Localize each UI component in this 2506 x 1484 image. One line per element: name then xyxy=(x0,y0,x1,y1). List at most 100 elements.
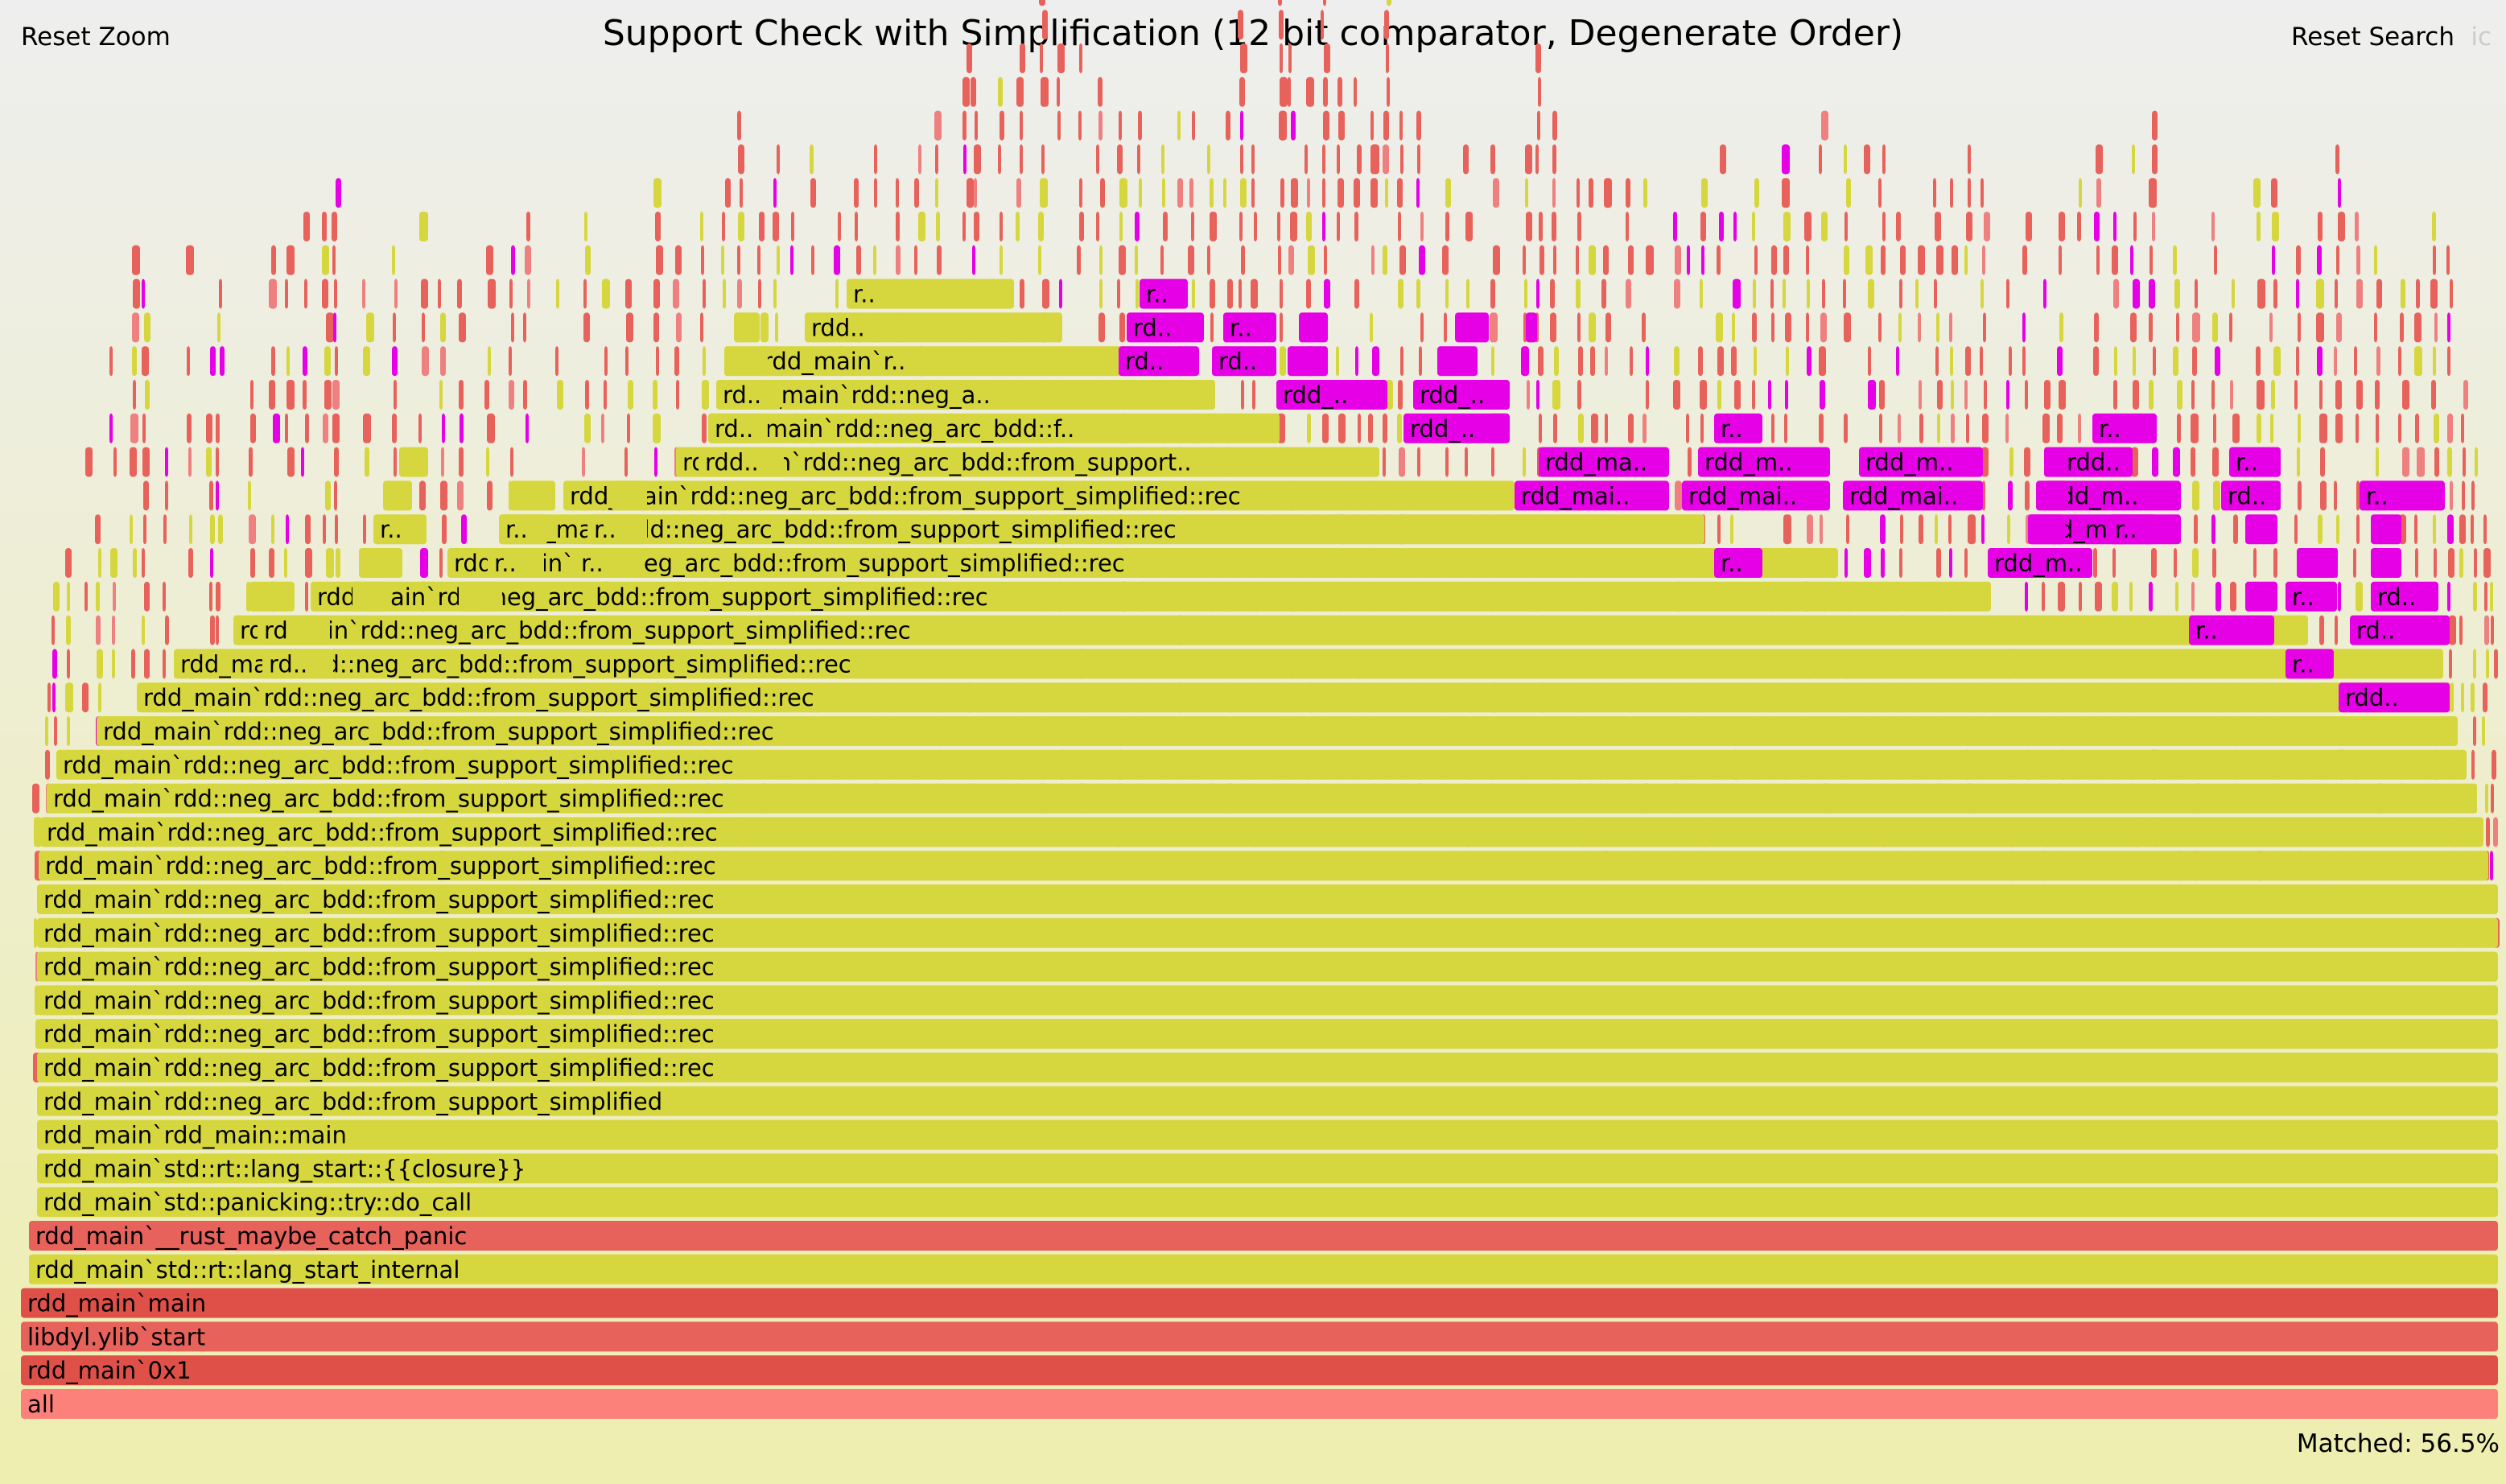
flame-frame-small[interactable] xyxy=(1674,346,1680,377)
flame-frame-small[interactable] xyxy=(2434,548,2437,578)
flame-frame-small[interactable] xyxy=(1844,144,1847,175)
flame-frame-small[interactable] xyxy=(1552,110,1557,141)
flame-frame[interactable] xyxy=(459,581,502,612)
flame-frame-small[interactable] xyxy=(2297,447,2300,477)
flame-frame-small[interactable] xyxy=(1016,212,1020,241)
flame-frame-small[interactable] xyxy=(2269,312,2273,343)
flame-frame[interactable] xyxy=(21,1288,2498,1318)
flame-frame-small[interactable] xyxy=(1807,278,1810,309)
flame-frame-small[interactable] xyxy=(1383,245,1387,275)
flame-frame-small[interactable] xyxy=(2272,212,2279,241)
flame-frame-small[interactable] xyxy=(1846,178,1851,208)
flame-frame-small[interactable] xyxy=(1192,278,1195,309)
flame-frame-small[interactable] xyxy=(1720,144,1726,175)
flame-frame-small[interactable] xyxy=(967,43,972,73)
flame-frame-small[interactable] xyxy=(2486,649,2489,679)
flame-frame-small[interactable] xyxy=(2294,514,2298,545)
flame-frame-small[interactable] xyxy=(2192,346,2197,377)
flame-frame-small[interactable] xyxy=(484,380,489,410)
flame-frame-small[interactable] xyxy=(186,245,194,275)
flame-frame-small[interactable] xyxy=(1968,178,1971,208)
flame-frame-small[interactable] xyxy=(322,278,328,309)
flame-frame-small[interactable] xyxy=(1786,346,1789,377)
flame-frame-small[interactable] xyxy=(1984,380,1987,410)
flame-frame-small[interactable] xyxy=(777,245,780,275)
flame-frame-small[interactable] xyxy=(2024,447,2030,477)
flame-frame-small[interactable] xyxy=(1161,144,1164,175)
flame-frame-small[interactable] xyxy=(2447,346,2450,377)
flame-frame-small[interactable] xyxy=(2096,245,2100,275)
flame-frame-small[interactable] xyxy=(2057,346,2063,377)
flame-frame-small[interactable] xyxy=(1783,212,1791,241)
flame-frame-small[interactable] xyxy=(363,346,370,377)
flame-frame[interactable] xyxy=(359,548,402,578)
flame-frame-small[interactable] xyxy=(144,581,150,612)
flame-frame-small[interactable] xyxy=(130,413,138,443)
flame-frame-small[interactable] xyxy=(1822,278,1825,309)
flame-frame-small[interactable] xyxy=(1589,178,1593,208)
flame-frame[interactable] xyxy=(40,817,2483,847)
flame-frame-small[interactable] xyxy=(2194,514,2198,545)
flame-frame-small[interactable] xyxy=(1937,380,1943,410)
flame-frame-small[interactable] xyxy=(1445,447,1449,477)
flame-frame-small[interactable] xyxy=(2079,581,2082,612)
flame-frame-small[interactable] xyxy=(1280,312,1283,343)
flame-frame-small[interactable] xyxy=(2483,514,2487,545)
flame-frame-small[interactable] xyxy=(914,245,917,275)
flame-frame-small[interactable] xyxy=(2114,346,2117,377)
flame-frame-small[interactable] xyxy=(790,245,793,275)
flame-frame-small[interactable] xyxy=(422,312,425,343)
flame-frame-small[interactable] xyxy=(1965,346,1971,377)
flame-frame-small[interactable] xyxy=(2483,682,2487,713)
flame-frame-small[interactable] xyxy=(67,649,70,679)
flame-frame-small[interactable] xyxy=(2044,380,2051,410)
flame-frame[interactable] xyxy=(1223,312,1276,343)
flame-frame-small[interactable] xyxy=(2447,514,2454,545)
flame-frame-small[interactable] xyxy=(1079,178,1082,208)
flame-frame-small[interactable] xyxy=(511,312,514,343)
flame-frame-small[interactable] xyxy=(269,380,275,410)
flame-frame-small[interactable] xyxy=(210,615,215,645)
flame-frame-small[interactable] xyxy=(187,413,192,443)
flame-frame-small[interactable] xyxy=(1163,212,1168,241)
flame-frame-small[interactable] xyxy=(509,278,513,309)
flame-frame-small[interactable] xyxy=(2093,548,2097,578)
flame-frame-small[interactable] xyxy=(701,245,704,275)
flame-frame[interactable] xyxy=(1859,447,1983,477)
flame-frame-small[interactable] xyxy=(1771,413,1774,443)
flame-frame-small[interactable] xyxy=(2230,581,2236,612)
reset-zoom-button[interactable]: Reset Zoom xyxy=(21,23,171,52)
flame-frame[interactable] xyxy=(1119,346,1199,377)
flame-frame-small[interactable] xyxy=(740,178,743,208)
flame-frame-small[interactable] xyxy=(1964,245,1968,275)
flame-frame-small[interactable] xyxy=(1251,178,1255,208)
flame-frame-small[interactable] xyxy=(2463,380,2468,410)
flame-frame-small[interactable] xyxy=(1752,312,1757,343)
flame-frame-small[interactable] xyxy=(2471,682,2475,713)
flame-frame-small[interactable] xyxy=(2319,380,2323,410)
flame-frame-small[interactable] xyxy=(98,682,101,713)
flame-frame-small[interactable] xyxy=(2318,212,2323,241)
flame-frame-small[interactable] xyxy=(209,581,212,612)
flame-frame-small[interactable] xyxy=(2319,413,2327,443)
flame-frame-small[interactable] xyxy=(1626,178,1630,208)
flame-frame-small[interactable] xyxy=(2450,480,2453,511)
flame-frame[interactable] xyxy=(734,312,760,343)
flame-frame-small[interactable] xyxy=(1210,178,1214,208)
flame-frame-small[interactable] xyxy=(2414,514,2417,545)
flame-frame-small[interactable] xyxy=(66,615,71,645)
flame-frame-small[interactable] xyxy=(2471,514,2474,545)
flame-frame-small[interactable] xyxy=(1898,312,1902,343)
flame-frame-small[interactable] xyxy=(1324,43,1330,73)
flame-frame-small[interactable] xyxy=(2296,278,2299,309)
flame-frame-small[interactable] xyxy=(2022,312,2026,343)
flame-frame-small[interactable] xyxy=(1465,447,1468,477)
flame-frame-small[interactable] xyxy=(2175,581,2178,612)
flame-frame-small[interactable] xyxy=(1539,413,1542,443)
flame-frame-small[interactable] xyxy=(2398,413,2401,443)
flame-frame[interactable] xyxy=(352,581,390,612)
flame-frame-small[interactable] xyxy=(206,413,212,443)
flame-frame-small[interactable] xyxy=(2271,380,2275,410)
flame-frame-small[interactable] xyxy=(67,716,70,746)
flame-frame[interactable] xyxy=(2371,581,2438,612)
